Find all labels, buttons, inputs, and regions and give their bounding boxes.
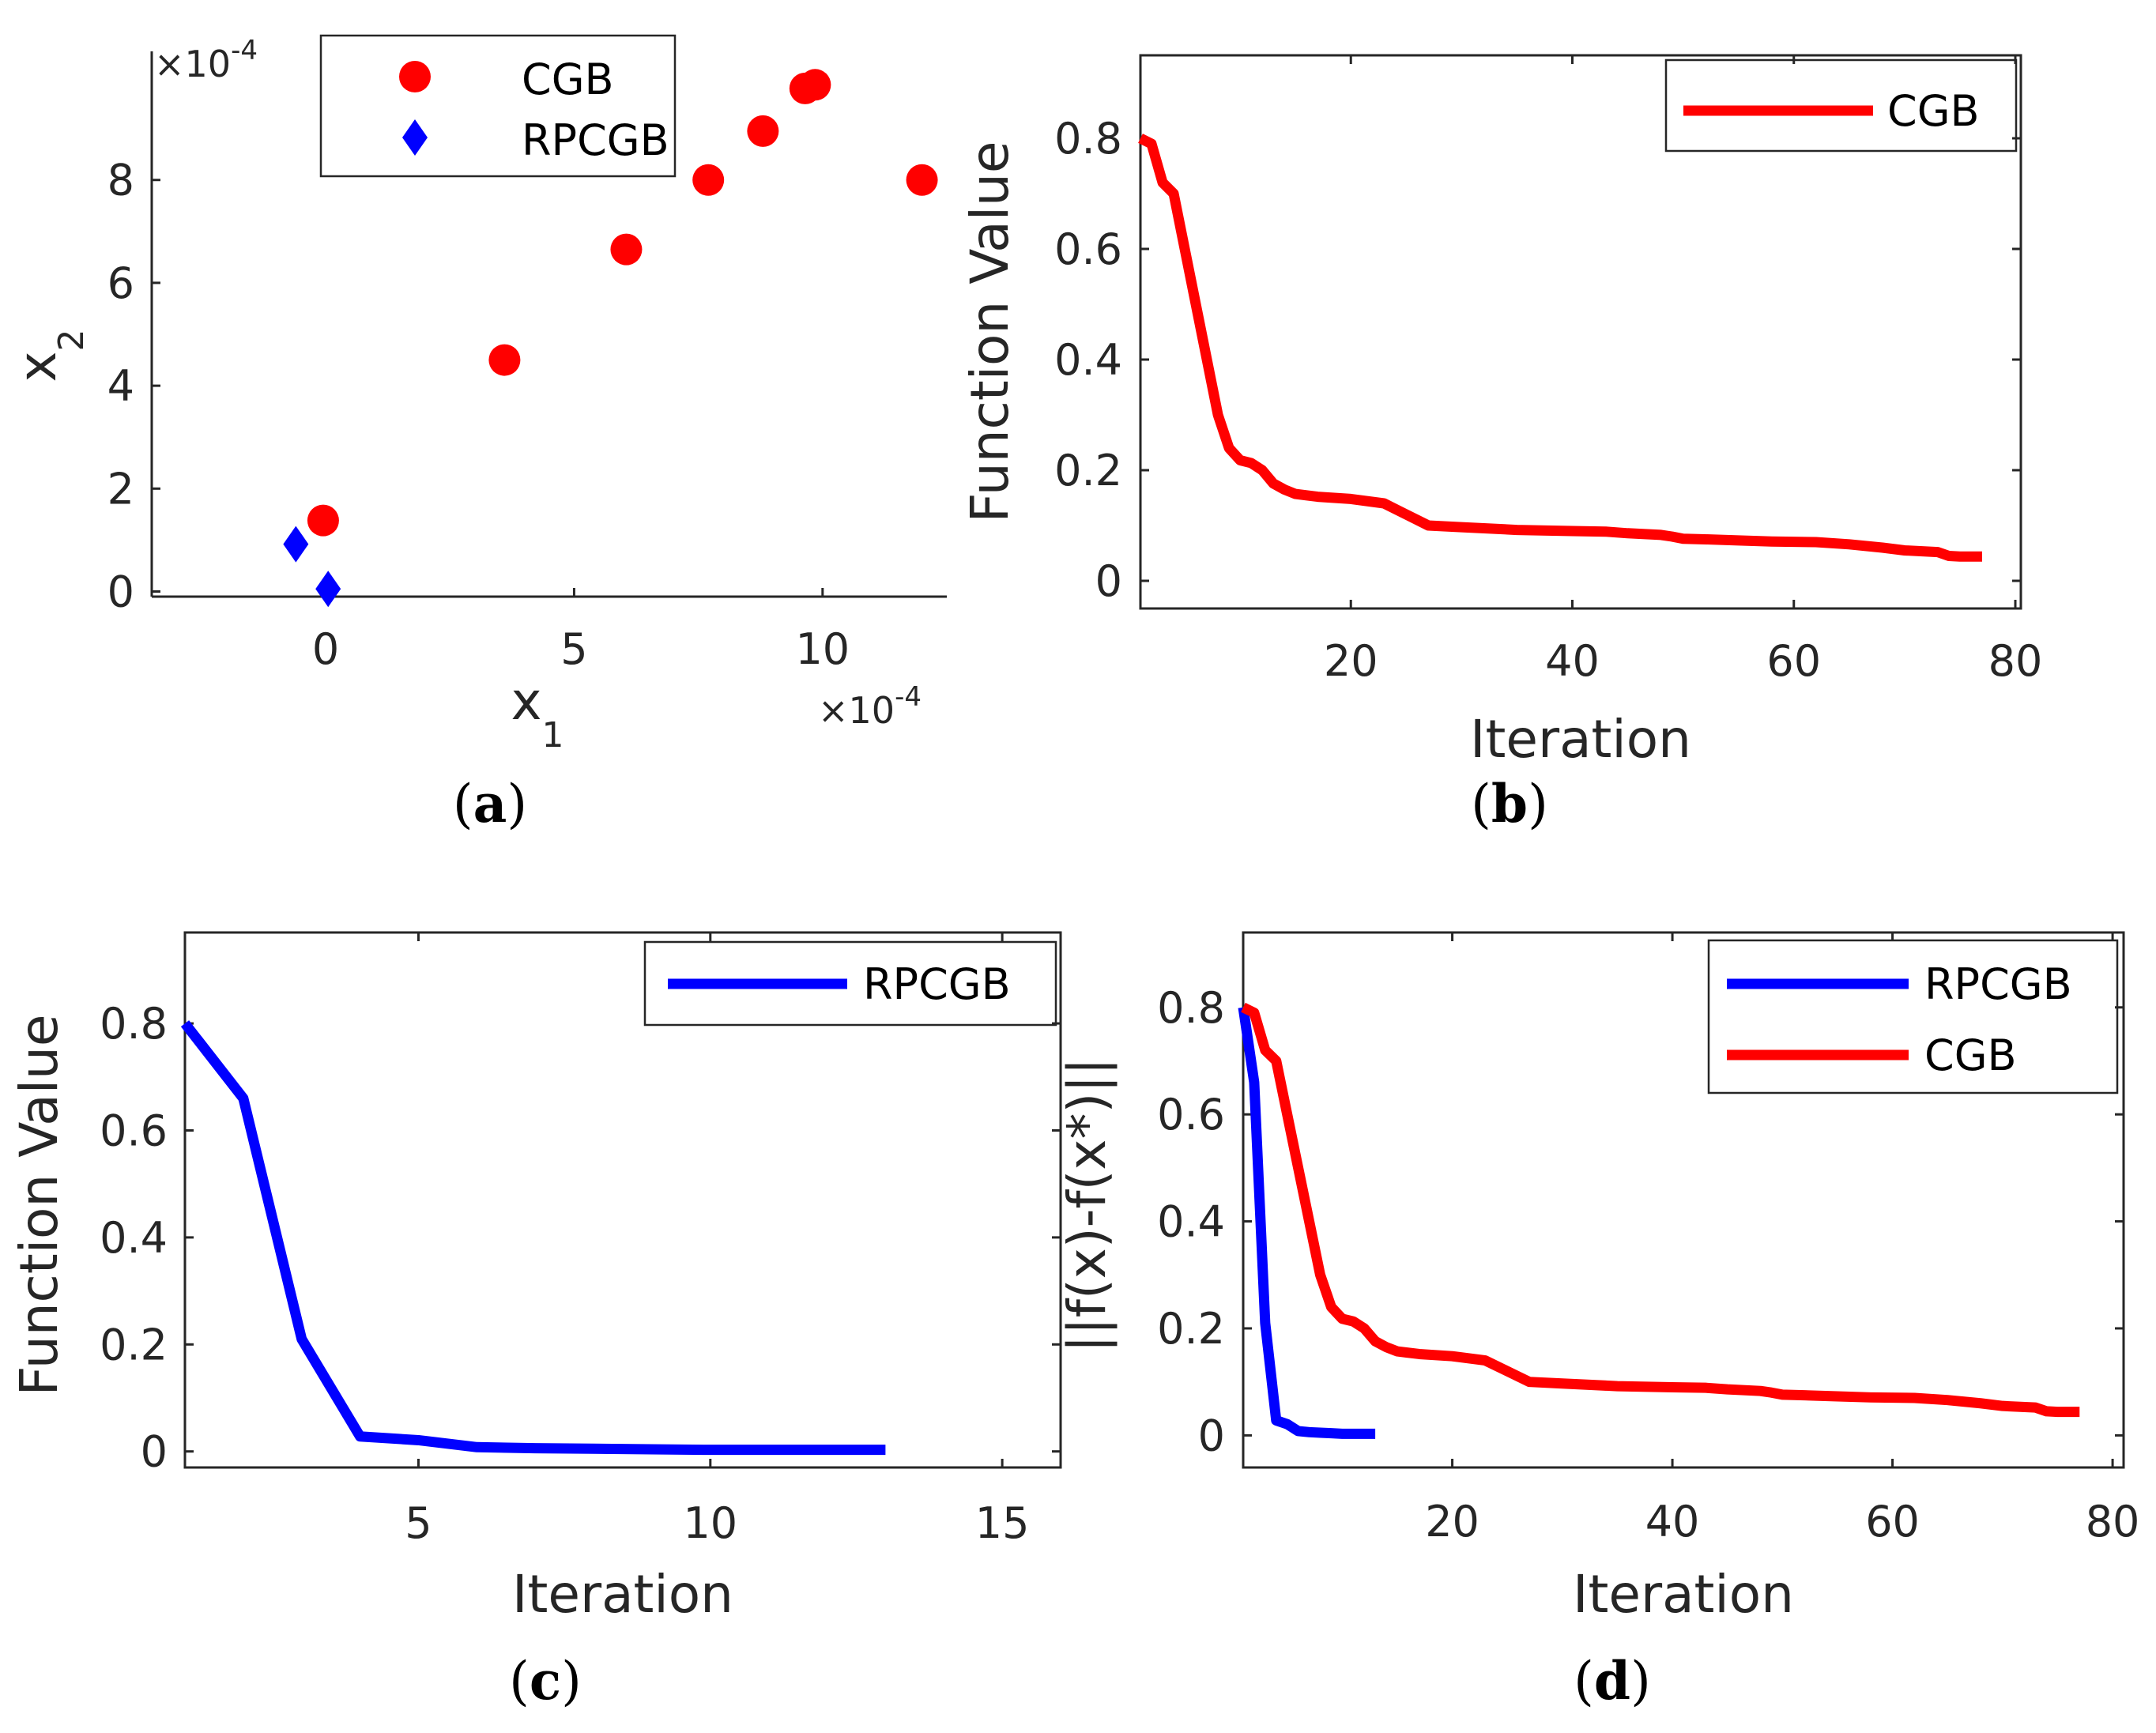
- y-tick-label: 0.6: [1157, 1090, 1225, 1140]
- y-tick-label: 4: [107, 361, 134, 411]
- panel-c: 5 10 15 0 0.2 0.4 0.6 0.8 Iteration Function Valu…: [9, 931, 1062, 1712]
- y-tick-label: 0.8: [1054, 114, 1122, 164]
- x-tick-label: 60: [1865, 1497, 1920, 1547]
- y-tick-label: 0.4: [1054, 335, 1122, 385]
- x-tick-label: 0: [312, 624, 339, 674]
- legend-label-cgb: CGB: [1924, 1030, 2017, 1080]
- y-tick-label: 0.2: [1157, 1304, 1225, 1354]
- x-tick-label: 40: [1545, 636, 1600, 686]
- scatter-point-rpcgb: [283, 526, 309, 563]
- legend-marker-cgb: [399, 61, 431, 92]
- panel-caption-d: (d): [1574, 1650, 1651, 1712]
- y-axis-label: Function Value: [959, 141, 1020, 523]
- x-axis-label: Iteration: [1470, 709, 1691, 770]
- y-tick-label: 0.6: [100, 1106, 168, 1155]
- scatter-point-cgb: [799, 69, 831, 101]
- y-tick-label: 8: [107, 156, 134, 205]
- x-tick-label: 15: [975, 1498, 1030, 1548]
- x-tick-label: 10: [683, 1498, 737, 1548]
- x-tick-label: 20: [1425, 1497, 1479, 1547]
- x-tick-label: 40: [1645, 1497, 1700, 1547]
- y-tick-label: 0.6: [1054, 224, 1122, 274]
- axes-frame: [183, 931, 1062, 1469]
- x-multiplier-label: ×10-4: [818, 681, 922, 732]
- x-tick-label: 20: [1324, 636, 1378, 686]
- x-axis-label: Iteration: [512, 1564, 733, 1625]
- legend-label-cgb: CGB: [522, 55, 614, 104]
- y-tick-label: 0.4: [1157, 1197, 1225, 1247]
- legend-label-rpcgb: RPCGB: [522, 115, 669, 165]
- panel-caption-b: (b): [1471, 773, 1548, 834]
- axes-frame: [1242, 931, 2125, 1469]
- y-multiplier-label: ×10-4: [154, 35, 258, 85]
- y-tick-label: 6: [107, 258, 134, 308]
- scatter-point-cgb: [307, 504, 339, 537]
- y-tick-label: 0: [1198, 1411, 1225, 1460]
- y-tick-label: 0: [1095, 556, 1122, 606]
- legend-label-cgb: CGB: [1887, 86, 1980, 136]
- x-tick-label: 80: [1988, 636, 2043, 686]
- panel-b: 20 40 60 80 0 0.2 0.4 0.6 0.8 Iteration Function V…: [959, 54, 2043, 834]
- series-line-cgb: [1138, 134, 1982, 562]
- x-axis-label: x1: [511, 671, 564, 755]
- x-tick-label: 60: [1766, 636, 1821, 686]
- y-tick-label: 0.8: [100, 999, 168, 1049]
- y-tick-label: 0.2: [1054, 446, 1122, 495]
- scatter-point-cgb: [747, 115, 779, 147]
- y-tick-label: 0: [141, 1427, 168, 1477]
- legend-box: [1664, 58, 2018, 153]
- y-axis-label: x2: [7, 329, 92, 382]
- y-axis-label: ||f(x)-f(x*)||: [1057, 1057, 1118, 1352]
- x-axis-label: Iteration: [1573, 1564, 1794, 1625]
- axes-frame: [1139, 54, 2022, 610]
- scatter-point-cgb: [610, 233, 643, 266]
- legend-box: [643, 940, 1057, 1027]
- legend-box: [1707, 939, 2119, 1094]
- y-tick-label: 0.4: [100, 1213, 168, 1263]
- legend-label-rpcgb: RPCGB: [863, 959, 1011, 1009]
- y-tick-label: 0: [107, 567, 134, 616]
- y-tick-label: 2: [107, 464, 134, 514]
- x-tick-label: 5: [560, 624, 587, 674]
- x-tick-label: 10: [795, 624, 850, 674]
- y-tick-label: 0.2: [100, 1320, 168, 1369]
- panel-caption-a: (a): [453, 773, 527, 834]
- legend-marker-rpcgb: [402, 119, 428, 156]
- panel-d: 20 40 60 80 0 0.2 0.4 0.6 0.8 Iteration ||f(x)-f(x…: [1057, 931, 2140, 1712]
- series-line-rpcgb: [180, 1020, 886, 1456]
- panel-a: 0 5 10 0 2 4 6 8 x1 x2 ×10-4 ×10-4 CGB RPCGB (a): [7, 34, 947, 834]
- y-tick-label: 0.8: [1157, 983, 1225, 1033]
- legend-box: [319, 34, 677, 178]
- series-line-cgb: [1241, 1002, 2080, 1418]
- scatter-point-cgb: [692, 164, 725, 196]
- scatter-point-cgb: [906, 164, 938, 196]
- series-line-rpcgb: [1238, 1006, 1376, 1439]
- legend-label-rpcgb: RPCGB: [1924, 959, 2072, 1009]
- x-tick-label: 5: [405, 1498, 432, 1548]
- panel-caption-c: (c): [509, 1650, 582, 1712]
- scatter-point-rpcgb: [315, 571, 341, 608]
- y-axis-label: Function Value: [9, 1015, 70, 1396]
- scatter-point-cgb: [488, 344, 521, 376]
- x-tick-label: 80: [2086, 1497, 2140, 1547]
